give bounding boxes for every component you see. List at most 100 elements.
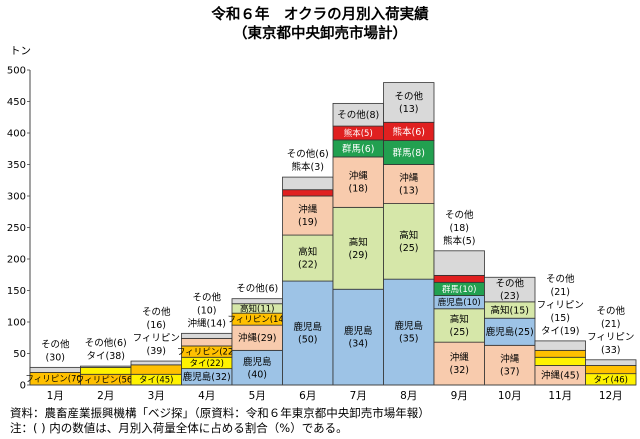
segment-label: タイ(46) bbox=[594, 375, 628, 385]
segment-label: 沖縄 bbox=[298, 204, 318, 216]
x-tick-label: 11月 bbox=[548, 390, 572, 402]
x-tick-label: 8月 bbox=[400, 390, 417, 402]
bar-segment bbox=[534, 356, 586, 366]
source-note: 資料：農畜産業振興機構「ベジ探」（原資料：令和６年東京都中央卸売市場年報） bbox=[10, 406, 430, 420]
chart-title: 令和６年 オクラの月別入荷実績 bbox=[211, 7, 429, 23]
segment-label: フィリピン(22) bbox=[177, 348, 237, 358]
bar-annotation: フィリピン bbox=[587, 332, 634, 343]
bar-segment bbox=[80, 366, 132, 375]
segment-label: 群馬(10) bbox=[442, 284, 476, 295]
bar-annotation: その他 bbox=[546, 273, 575, 285]
y-tick-label: 200 bbox=[7, 255, 26, 266]
bar-segment bbox=[282, 195, 334, 236]
y-tick-label: 0 bbox=[20, 381, 26, 392]
bar-annotation: (10) bbox=[197, 305, 217, 316]
bar-segment bbox=[332, 206, 384, 290]
bar-segment bbox=[332, 156, 384, 208]
segment-label: 熊本(5) bbox=[344, 128, 373, 139]
segment-label: 鹿児島(10) bbox=[438, 297, 481, 308]
bar-segment bbox=[433, 250, 485, 276]
y-tick-label: 350 bbox=[7, 160, 26, 171]
bar-annotation: (39) bbox=[146, 346, 166, 357]
chart-subtitle: （東京都中央卸売市場計） bbox=[233, 26, 407, 42]
y-tick-label: 150 bbox=[7, 286, 26, 297]
segment-label: タイ(22) bbox=[190, 359, 224, 369]
segment-label: 高知 bbox=[349, 236, 368, 248]
segment-label: その他 bbox=[495, 278, 524, 290]
bar-annotation: (33) bbox=[601, 345, 621, 356]
bar-segment bbox=[433, 274, 485, 283]
segment-label: その他 bbox=[394, 91, 423, 103]
bar-segment bbox=[130, 364, 182, 375]
segment-label: (22) bbox=[298, 260, 318, 271]
segment-label: (23) bbox=[500, 291, 520, 302]
segment-label: 沖縄 bbox=[399, 172, 419, 184]
y-axis-unit-label: トン bbox=[10, 45, 31, 57]
segment-label: (37) bbox=[500, 367, 520, 378]
bar-segment bbox=[282, 176, 334, 191]
bar-annotation: (18) bbox=[449, 223, 469, 234]
bar-annotation: その他(6) bbox=[287, 148, 329, 160]
bar-annotation: タイ(38) bbox=[86, 351, 125, 362]
bar-segment bbox=[80, 365, 132, 368]
segment-label: 鹿児島(32) bbox=[183, 371, 231, 383]
x-tick-label: 3月 bbox=[148, 390, 165, 402]
x-tick-label: 7月 bbox=[350, 390, 367, 402]
segment-label: (29) bbox=[348, 250, 368, 261]
bar-segment bbox=[585, 359, 637, 366]
bar-annotation: (21) bbox=[550, 287, 570, 298]
segment-label: (40) bbox=[247, 369, 267, 380]
bar-segment bbox=[130, 360, 182, 366]
bar-annotation: その他 bbox=[142, 306, 171, 318]
bar-segment bbox=[534, 349, 586, 358]
x-tick-label: 5月 bbox=[249, 390, 266, 402]
bar-segment bbox=[484, 317, 536, 346]
segment-label: フィリピン(14) bbox=[227, 315, 287, 325]
bar-segment bbox=[181, 332, 233, 339]
segment-label: 鹿児島 bbox=[344, 325, 373, 337]
bar-annotation: (16) bbox=[146, 320, 166, 331]
segment-label: 沖縄 bbox=[500, 353, 520, 365]
y-tick-label: 50 bbox=[13, 349, 26, 360]
bar-segment bbox=[231, 298, 283, 305]
bar-annotation: その他 bbox=[445, 209, 474, 221]
bar-segment bbox=[332, 288, 384, 386]
segment-label: タイ(45) bbox=[139, 376, 173, 386]
y-tick-label: 250 bbox=[7, 223, 26, 234]
bar-annotation: その他 bbox=[596, 305, 625, 317]
segment-label: (13) bbox=[399, 104, 419, 115]
x-tick-label: 12月 bbox=[599, 390, 623, 402]
y-tick-label: 450 bbox=[7, 97, 26, 108]
bar-segment bbox=[29, 366, 81, 373]
bar-annotation: その他 bbox=[41, 338, 70, 350]
x-tick-label: 9月 bbox=[451, 390, 468, 402]
segment-label: 鹿児島 bbox=[293, 321, 322, 333]
segment-label: (50) bbox=[298, 335, 318, 346]
y-tick-label: 500 bbox=[7, 66, 26, 77]
bar-segment bbox=[484, 276, 536, 303]
segment-label: (35) bbox=[399, 334, 419, 345]
bar-segment bbox=[534, 340, 586, 351]
segment-label: (18) bbox=[348, 184, 368, 195]
bar-annotation: (15) bbox=[550, 313, 570, 324]
bar-annotation: (21) bbox=[601, 319, 621, 330]
y-tick-label: 400 bbox=[7, 129, 26, 140]
bar-segment bbox=[383, 278, 435, 386]
x-tick-label: 4月 bbox=[198, 390, 215, 402]
segment-label: 沖縄(45) bbox=[541, 370, 580, 382]
segment-label: (34) bbox=[348, 339, 368, 350]
bar-annotation: その他(6) bbox=[236, 283, 278, 295]
segment-label: 鹿児島 bbox=[394, 320, 423, 332]
segment-label: 群馬(8) bbox=[393, 147, 425, 159]
bar-segment bbox=[585, 365, 637, 375]
bar-annotation: タイ(19) bbox=[541, 326, 580, 337]
x-tick-label: 1月 bbox=[47, 390, 64, 402]
bar-segment bbox=[282, 234, 334, 282]
y-tick-label: 100 bbox=[7, 318, 26, 329]
segment-label: フィリピン(56) bbox=[76, 376, 136, 386]
bar-segment bbox=[383, 164, 435, 204]
bar-annotation: その他(6) bbox=[85, 337, 127, 349]
segment-label: (25) bbox=[399, 243, 419, 254]
segment-label: (32) bbox=[449, 365, 469, 376]
